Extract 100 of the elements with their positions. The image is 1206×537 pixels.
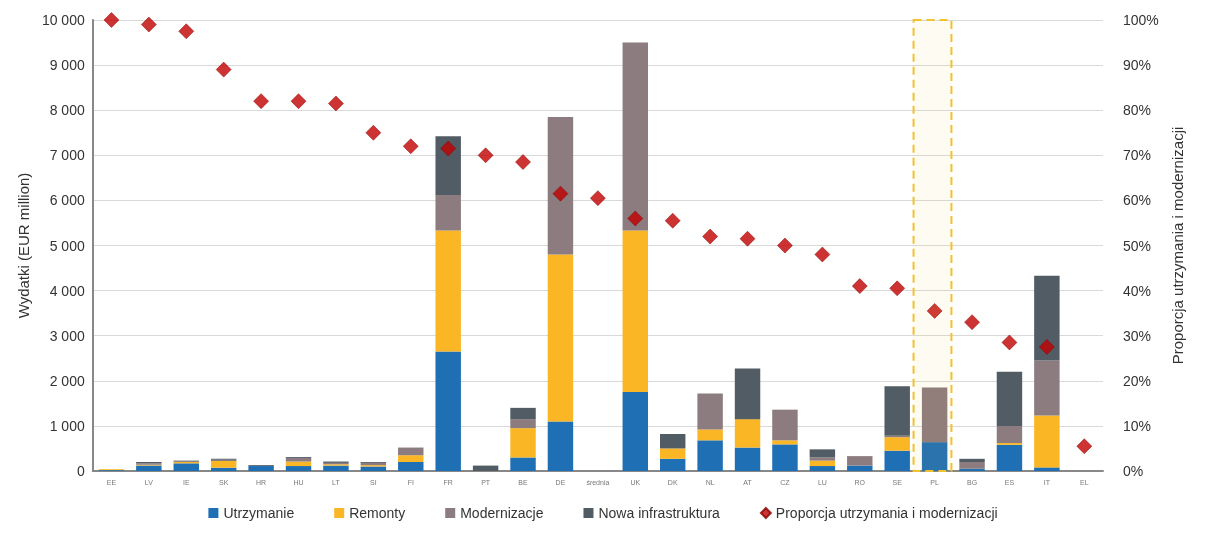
point (402, 138, 419, 155)
y2-axis-title: Proporcja utrzymania i modernizacji (1168, 126, 1186, 365)
point (290, 93, 307, 109)
y-tick-label: 10 000 (41, 12, 85, 28)
point (477, 147, 494, 164)
bar (884, 386, 910, 436)
bar (959, 461, 985, 469)
bar (510, 457, 536, 471)
legend-label: Remonty (349, 505, 406, 521)
point (515, 154, 531, 170)
point (178, 23, 195, 40)
legend-label: Proporcja utrzymania i modernizacji (775, 505, 998, 521)
bar (435, 230, 461, 352)
bar (435, 194, 461, 231)
point (814, 246, 831, 263)
point (739, 230, 756, 247)
bar (323, 465, 349, 471)
bar (809, 460, 836, 467)
bar (435, 136, 461, 195)
y-tick-label: 9 000 (49, 57, 85, 74)
point (777, 237, 793, 254)
point (552, 185, 569, 202)
bar (285, 466, 312, 471)
bar (210, 467, 237, 471)
bar (248, 466, 274, 471)
bar (510, 407, 536, 420)
y2-tick-label: 50% (1123, 237, 1152, 254)
bar (398, 461, 424, 471)
bar (435, 351, 461, 471)
bar (659, 458, 686, 471)
bar (734, 447, 761, 471)
point (365, 124, 382, 141)
y2-tick-label: 20% (1123, 372, 1152, 389)
y2-tick-label: 0% (1123, 463, 1144, 479)
bar (622, 42, 648, 231)
y2-tick-label: 30% (1123, 327, 1152, 344)
bar (173, 463, 199, 471)
y-tick-label: 2 000 (49, 372, 85, 389)
bar (210, 461, 237, 468)
bar (1034, 360, 1060, 416)
bar (772, 440, 798, 445)
bar (285, 457, 312, 462)
point (964, 314, 980, 330)
bar (547, 254, 574, 422)
bar (772, 444, 798, 471)
point (926, 303, 943, 319)
y-tick-label: 0 (76, 463, 85, 479)
point (889, 280, 905, 297)
y-tick-label: 3 000 (49, 327, 85, 344)
bar (547, 116, 574, 255)
bar (734, 419, 761, 448)
bar (472, 465, 499, 471)
bar (884, 450, 910, 471)
bar (847, 456, 873, 466)
point (590, 190, 606, 206)
point (1039, 339, 1055, 355)
bar (398, 447, 424, 456)
bar (996, 371, 1023, 426)
legend-label: Utrzymanie (223, 505, 295, 521)
point (851, 278, 868, 294)
point (664, 212, 681, 229)
y2-tick-label: 70% (1123, 147, 1152, 164)
bar (996, 444, 1023, 471)
bar (772, 409, 798, 441)
point (627, 210, 644, 227)
y-axis-title: Wydatki (EUR million) (15, 172, 32, 319)
point (702, 228, 718, 245)
bar (697, 429, 723, 441)
point (141, 16, 157, 33)
point (328, 95, 344, 112)
bar (809, 457, 836, 461)
y-tick-label: 1 000 (49, 417, 85, 434)
y2-tick-label: 80% (1123, 102, 1152, 119)
bar (622, 230, 648, 393)
point (440, 140, 456, 157)
y-tick-label: 7 000 (49, 147, 85, 164)
y2-tick-label: 100% (1123, 12, 1159, 28)
point (1076, 438, 1093, 454)
y2-tick-label: 40% (1123, 282, 1152, 299)
bar (847, 465, 873, 471)
y2-tick-label: 10% (1123, 417, 1152, 434)
bar (547, 421, 574, 471)
bar (510, 428, 536, 458)
y-tick-label: 5 000 (49, 237, 85, 254)
bar (697, 393, 723, 430)
bar (1034, 415, 1060, 468)
bar (659, 434, 686, 449)
y-tick-label: 4 000 (49, 282, 85, 299)
bar (136, 465, 162, 471)
bar (809, 466, 836, 471)
point (1001, 334, 1018, 351)
bar (622, 392, 648, 471)
bar (510, 419, 536, 429)
bar (921, 442, 948, 471)
bar (398, 455, 424, 462)
y2-tick-label: 90% (1123, 57, 1152, 74)
y2-tick-label: 60% (1123, 192, 1152, 209)
legend-label: Modernizacje (460, 505, 544, 521)
y-tick-label: 6 000 (49, 192, 85, 209)
bar (921, 387, 948, 443)
